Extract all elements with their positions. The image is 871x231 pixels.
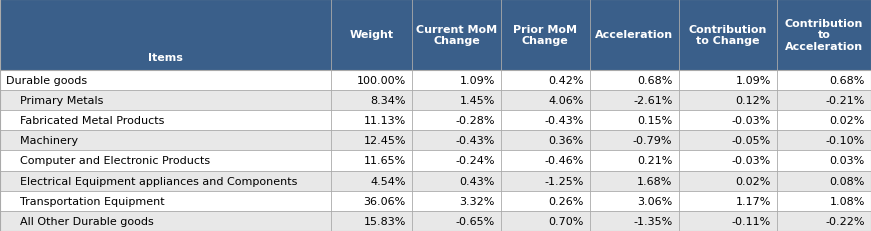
Text: Electrical Equipment appliances and Components: Electrical Equipment appliances and Comp… <box>6 176 298 186</box>
Bar <box>0 171 871 191</box>
Text: 0.15%: 0.15% <box>638 116 672 126</box>
Text: 0.68%: 0.68% <box>829 76 865 85</box>
Text: -0.03%: -0.03% <box>732 156 771 166</box>
Bar <box>0 0 871 70</box>
Text: Machinery: Machinery <box>6 136 78 146</box>
Bar <box>0 211 871 231</box>
Bar <box>0 91 871 111</box>
Text: Transportation Equipment: Transportation Equipment <box>6 196 165 206</box>
Text: 1.68%: 1.68% <box>637 176 672 186</box>
Text: Computer and Electronic Products: Computer and Electronic Products <box>6 156 210 166</box>
Text: 100.00%: 100.00% <box>356 76 406 85</box>
Text: -0.65%: -0.65% <box>456 216 495 226</box>
Text: 1.08%: 1.08% <box>829 196 865 206</box>
Text: Items: Items <box>148 53 183 63</box>
Text: -1.35%: -1.35% <box>633 216 672 226</box>
Text: 3.32%: 3.32% <box>459 196 495 206</box>
Text: 0.02%: 0.02% <box>735 176 771 186</box>
Text: -0.03%: -0.03% <box>732 116 771 126</box>
Text: -0.28%: -0.28% <box>456 116 495 126</box>
Bar <box>0 70 871 91</box>
Text: -0.22%: -0.22% <box>826 216 865 226</box>
Text: -0.24%: -0.24% <box>456 156 495 166</box>
Text: 0.43%: 0.43% <box>459 176 495 186</box>
Bar <box>0 131 871 151</box>
Text: 15.83%: 15.83% <box>363 216 406 226</box>
Text: 0.36%: 0.36% <box>549 136 584 146</box>
Text: 0.42%: 0.42% <box>548 76 584 85</box>
Text: 3.06%: 3.06% <box>638 196 672 206</box>
Text: 4.54%: 4.54% <box>370 176 406 186</box>
Text: -0.46%: -0.46% <box>544 156 584 166</box>
Text: Acceleration: Acceleration <box>595 30 673 40</box>
Text: 1.17%: 1.17% <box>735 196 771 206</box>
Text: 1.45%: 1.45% <box>459 96 495 106</box>
Text: -0.11%: -0.11% <box>732 216 771 226</box>
Text: -0.43%: -0.43% <box>456 136 495 146</box>
Text: 0.26%: 0.26% <box>548 196 584 206</box>
Text: 11.13%: 11.13% <box>363 116 406 126</box>
Bar <box>0 191 871 211</box>
Text: 11.65%: 11.65% <box>363 156 406 166</box>
Text: All Other Durable goods: All Other Durable goods <box>6 216 154 226</box>
Text: Durable goods: Durable goods <box>6 76 87 85</box>
Text: 4.06%: 4.06% <box>548 96 584 106</box>
Text: 1.09%: 1.09% <box>735 76 771 85</box>
Text: Primary Metals: Primary Metals <box>6 96 104 106</box>
Text: 0.02%: 0.02% <box>829 116 865 126</box>
Text: -0.79%: -0.79% <box>633 136 672 146</box>
Text: Weight: Weight <box>349 30 394 40</box>
Text: -0.43%: -0.43% <box>544 116 584 126</box>
Text: 0.03%: 0.03% <box>830 156 865 166</box>
Bar <box>0 111 871 131</box>
Text: -0.05%: -0.05% <box>732 136 771 146</box>
Bar <box>0 151 871 171</box>
Text: -0.10%: -0.10% <box>826 136 865 146</box>
Text: -0.21%: -0.21% <box>826 96 865 106</box>
Text: -2.61%: -2.61% <box>633 96 672 106</box>
Text: 12.45%: 12.45% <box>363 136 406 146</box>
Text: 0.21%: 0.21% <box>637 156 672 166</box>
Text: Fabricated Metal Products: Fabricated Metal Products <box>6 116 165 126</box>
Text: 0.12%: 0.12% <box>735 96 771 106</box>
Text: Prior MoM
Change: Prior MoM Change <box>513 24 577 46</box>
Text: 8.34%: 8.34% <box>370 96 406 106</box>
Text: 0.08%: 0.08% <box>829 176 865 186</box>
Text: Current MoM
Change: Current MoM Change <box>415 24 497 46</box>
Text: Contribution
to
Acceleration: Contribution to Acceleration <box>785 19 863 52</box>
Text: 1.09%: 1.09% <box>459 76 495 85</box>
Text: 0.70%: 0.70% <box>548 216 584 226</box>
Text: Contribution
to Change: Contribution to Change <box>689 24 766 46</box>
Text: 0.68%: 0.68% <box>637 76 672 85</box>
Text: 36.06%: 36.06% <box>363 196 406 206</box>
Text: -1.25%: -1.25% <box>544 176 584 186</box>
